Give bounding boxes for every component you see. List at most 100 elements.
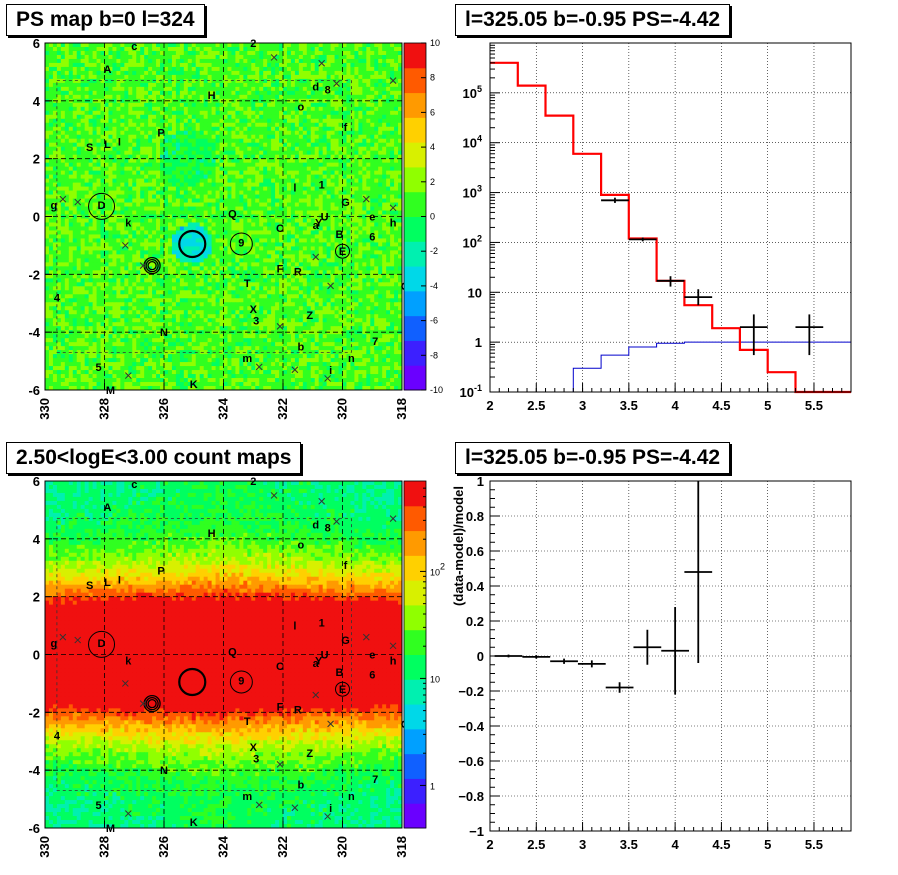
map-pixel <box>152 210 157 216</box>
map-pixel <box>227 154 232 160</box>
map-pixel <box>382 238 387 243</box>
map-pixel <box>156 222 161 227</box>
map-pixel <box>72 114 78 120</box>
map-pixel <box>271 130 276 136</box>
map-pixel <box>112 114 117 120</box>
map-pixel <box>306 202 312 208</box>
map-pixel <box>64 142 70 148</box>
map-pixel <box>148 130 153 136</box>
map-pixel <box>334 206 340 212</box>
map-pixel <box>283 150 288 156</box>
map-pixel <box>370 90 375 96</box>
map-pixel <box>302 150 308 156</box>
map-pixel <box>334 158 340 164</box>
map-pixel <box>283 82 288 88</box>
map-pixel <box>60 50 66 56</box>
map-pixel <box>235 74 240 80</box>
map-pixel <box>243 174 248 180</box>
map-pixel <box>84 126 90 132</box>
map-pixel <box>322 226 328 231</box>
map-pixel <box>338 146 343 152</box>
map-pixel <box>290 130 296 136</box>
map-pixel <box>394 210 399 216</box>
map-pixel <box>235 250 240 255</box>
map-pixel <box>263 254 268 259</box>
map-pixel <box>199 82 205 88</box>
map-pixel <box>231 230 236 235</box>
map-pixel <box>171 110 177 116</box>
map-pixel <box>144 126 149 132</box>
map-pixel <box>330 190 336 196</box>
map-pixel <box>164 206 169 212</box>
map-pixel <box>56 222 62 227</box>
map-pixel <box>350 170 355 176</box>
map-pixel <box>263 134 268 140</box>
map-pixel <box>100 242 105 247</box>
map-pixel <box>183 46 189 52</box>
map-pixel <box>120 206 125 212</box>
map-pixel <box>235 78 240 84</box>
map-pixel <box>80 86 86 92</box>
map-pixel <box>259 130 264 136</box>
map-pixel <box>76 166 82 172</box>
map-pixel <box>175 246 181 251</box>
map-pixel <box>378 86 383 92</box>
map-pixel <box>88 66 94 72</box>
map-pixel <box>267 154 272 160</box>
map-pixel <box>88 238 94 243</box>
map-pixel <box>267 114 272 120</box>
map-pixel <box>286 254 292 259</box>
map-pixel <box>56 146 62 152</box>
map-pixel <box>160 190 165 196</box>
map-pixel <box>128 234 133 239</box>
map-pixel <box>251 102 256 108</box>
map-pixel <box>128 146 133 152</box>
map-pixel <box>338 194 343 200</box>
map-pixel <box>259 202 264 208</box>
map-pixel <box>366 190 371 196</box>
map-pixel <box>259 246 264 251</box>
map-pixel <box>294 66 300 72</box>
map-pixel <box>191 106 197 112</box>
map-pixel <box>386 214 391 219</box>
map-pixel <box>64 138 70 144</box>
map-pixel <box>298 94 304 100</box>
map-pixel <box>183 238 189 243</box>
map-pixel <box>231 222 236 227</box>
map-pixel <box>378 90 383 96</box>
map-pixel <box>322 162 328 168</box>
map-pixel <box>330 86 336 92</box>
map-pixel <box>271 238 276 243</box>
map-pixel <box>386 162 391 168</box>
map-pixel <box>80 158 86 164</box>
map-pixel <box>128 126 133 132</box>
map-pixel <box>124 138 129 144</box>
map-pixel <box>56 106 62 112</box>
map-pixel <box>132 62 137 68</box>
map-pixel <box>255 174 260 180</box>
map-pixel <box>88 54 94 60</box>
map-pixel <box>96 194 102 200</box>
map-pixel <box>60 94 66 100</box>
map-pixel <box>394 234 399 239</box>
map-pixel <box>378 206 383 212</box>
map-pixel <box>164 186 169 192</box>
map-pixel <box>286 162 292 168</box>
map-pixel <box>167 234 173 239</box>
map-pixel <box>167 262 173 267</box>
map-pixel <box>179 134 185 140</box>
map-pixel <box>318 142 324 148</box>
map-pixel <box>183 202 189 208</box>
map-pixel <box>92 74 98 80</box>
map-pixel <box>100 262 105 267</box>
map-pixel <box>259 226 264 231</box>
map-pixel <box>382 194 387 200</box>
map-pixel <box>152 58 157 64</box>
map-pixel <box>120 150 125 156</box>
map-pixel <box>156 150 161 156</box>
map-pixel <box>223 186 228 192</box>
map-pixel <box>370 190 375 196</box>
map-pixel <box>243 202 248 208</box>
map-pixel <box>116 178 121 184</box>
map-pixel <box>136 238 141 243</box>
